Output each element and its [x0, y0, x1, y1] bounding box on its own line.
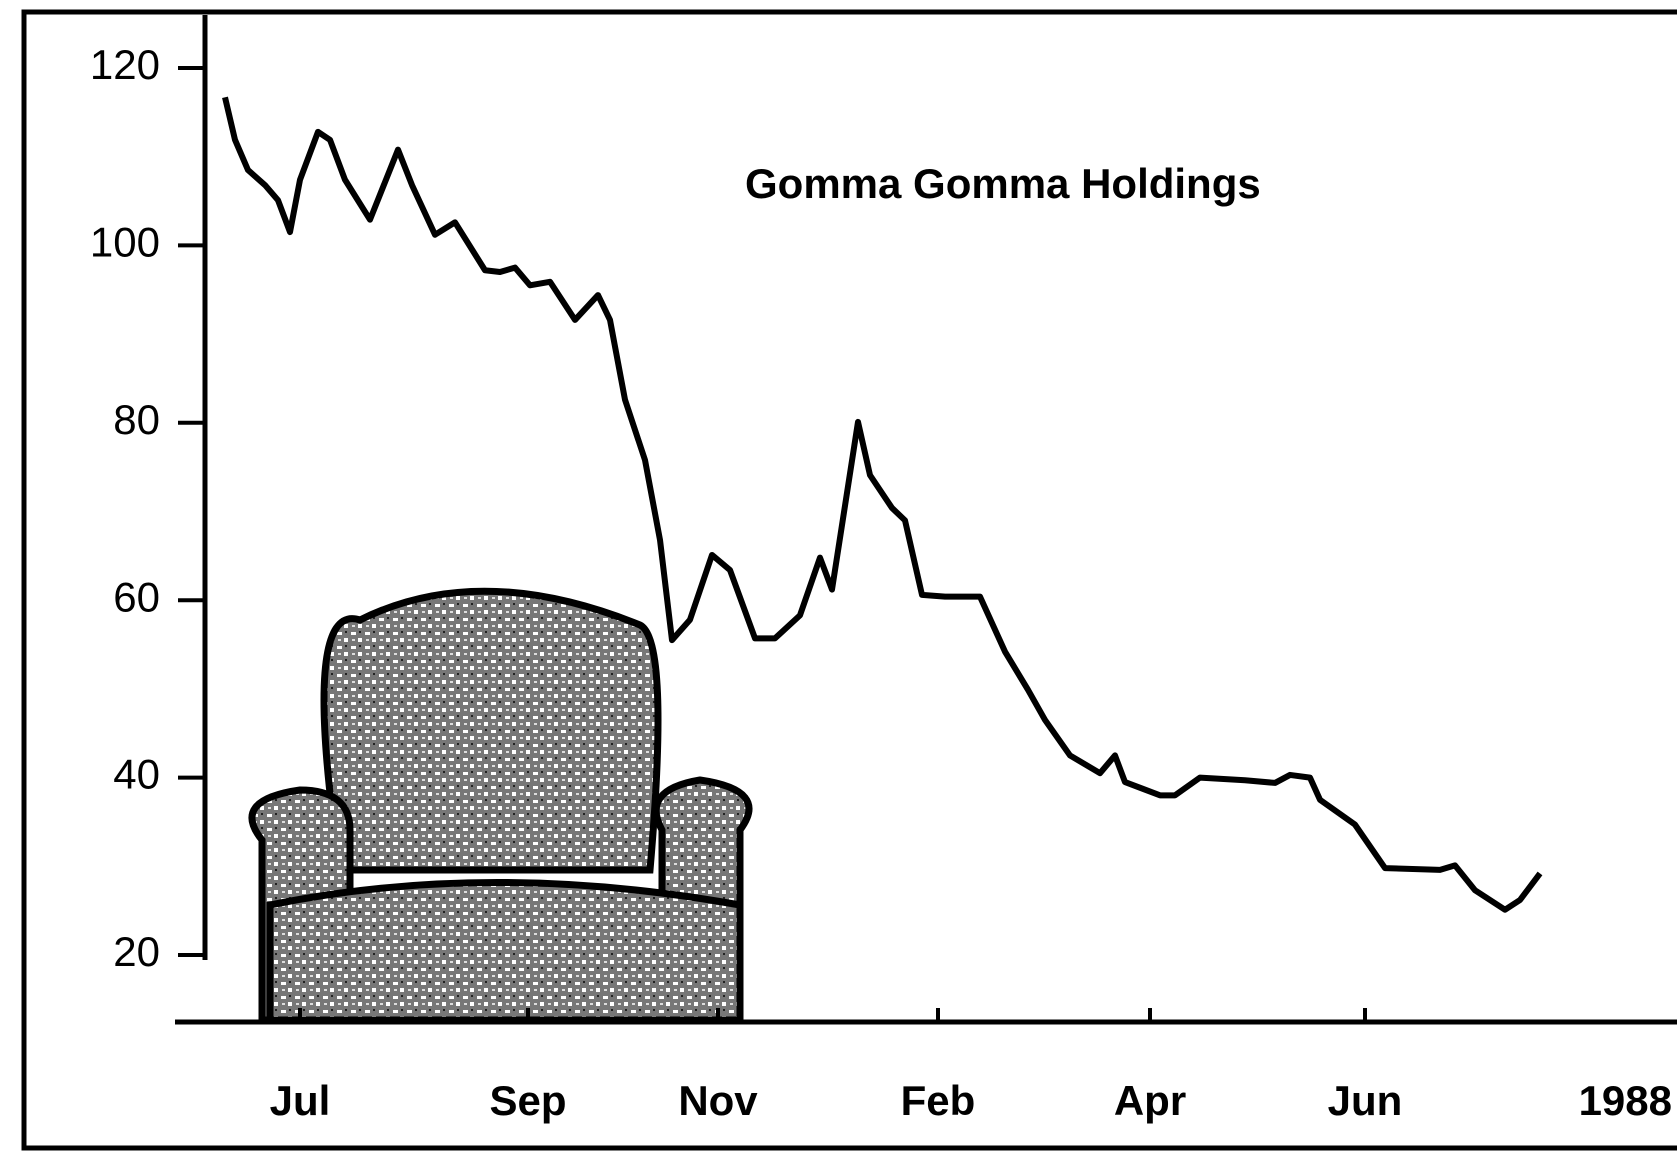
year-label: 1988 [1579, 1077, 1672, 1124]
x-tick-label: Apr [1114, 1077, 1186, 1124]
y-tick-label: 20 [113, 928, 160, 975]
y-tick-label: 40 [113, 751, 160, 798]
x-tick-label: Nov [678, 1077, 758, 1124]
x-tick-label: Jul [270, 1077, 331, 1124]
y-tick-label: 120 [90, 41, 160, 88]
y-tick-label: 60 [113, 573, 160, 620]
price-line [222, 96, 1543, 913]
x-tick-label: Feb [901, 1077, 976, 1124]
y-tick-label: 80 [113, 396, 160, 443]
y-tick-label: 100 [90, 218, 160, 265]
x-tick-label: Sep [489, 1077, 566, 1124]
x-tick-label: Jun [1328, 1077, 1403, 1124]
frame [21, 9, 1677, 1151]
chart-title: Gomma Gomma Holdings [745, 160, 1261, 207]
armchair-illustration [248, 587, 753, 1024]
